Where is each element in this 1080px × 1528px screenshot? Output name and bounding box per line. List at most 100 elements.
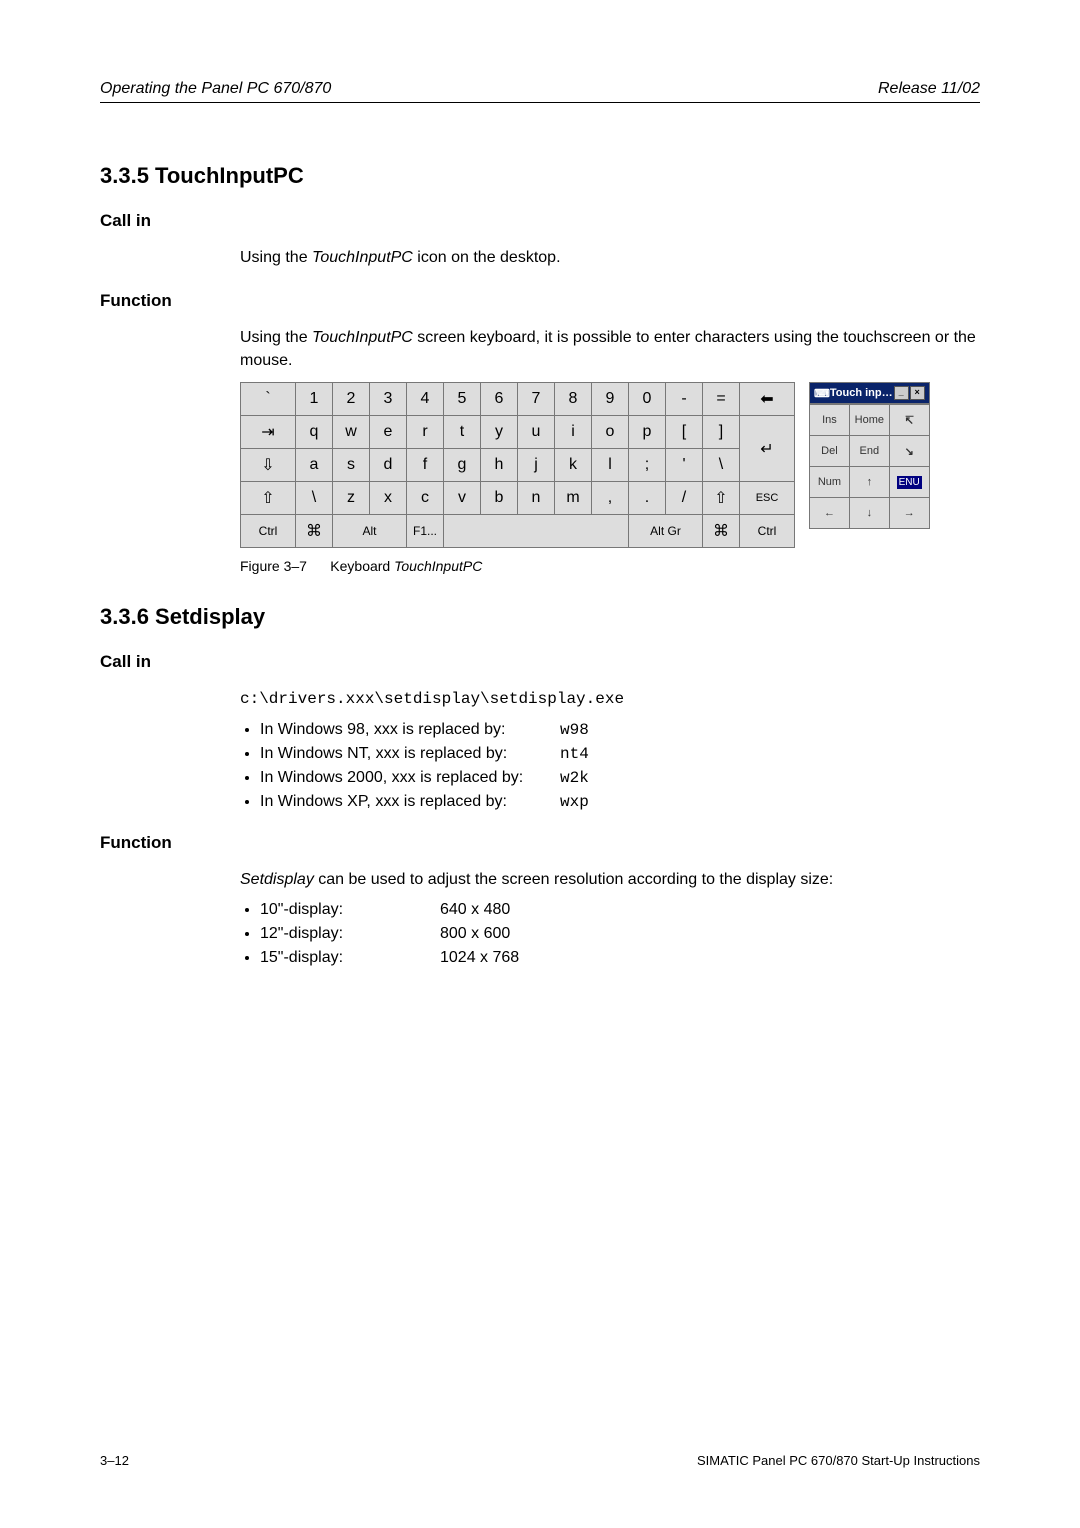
key[interactable]: h bbox=[481, 449, 518, 482]
key[interactable]: . bbox=[629, 482, 666, 515]
key[interactable]: i bbox=[555, 416, 592, 449]
key-space[interactable] bbox=[444, 515, 629, 548]
key[interactable]: 6 bbox=[481, 383, 518, 416]
li-val: 1024 x 768 bbox=[440, 949, 519, 967]
key[interactable]: ` bbox=[241, 383, 296, 416]
minimize-icon[interactable]: _ bbox=[894, 386, 909, 400]
kbd-row-1: ` 1 2 3 4 5 6 7 8 9 0 - = ⬅ bbox=[241, 383, 795, 416]
key-caps[interactable]: ⇩ bbox=[241, 449, 296, 482]
key[interactable]: g bbox=[444, 449, 481, 482]
aux-key[interactable]: Num bbox=[810, 467, 850, 498]
key[interactable]: p bbox=[629, 416, 666, 449]
key-win-l[interactable]: ⌘ bbox=[296, 515, 333, 548]
key-f1[interactable]: F1... bbox=[407, 515, 444, 548]
key-alt[interactable]: Alt bbox=[333, 515, 407, 548]
key[interactable]: u bbox=[518, 416, 555, 449]
key[interactable]: v bbox=[444, 482, 481, 515]
callin-em: TouchInputPC bbox=[312, 249, 413, 266]
key[interactable]: ] bbox=[703, 416, 740, 449]
function-heading-335: Function bbox=[100, 291, 980, 311]
header-right: Release 11/02 bbox=[878, 80, 980, 98]
aux-key[interactable]: ↘ bbox=[889, 436, 929, 467]
aux-key[interactable]: Del bbox=[810, 436, 850, 467]
key[interactable]: 7 bbox=[518, 383, 555, 416]
aux-key[interactable]: End bbox=[849, 436, 889, 467]
li-val: wxp bbox=[560, 793, 589, 811]
key[interactable]: n bbox=[518, 482, 555, 515]
aux-window-buttons: _× bbox=[893, 386, 925, 400]
key[interactable]: 9 bbox=[592, 383, 629, 416]
key-shift-l[interactable]: ⇧ bbox=[241, 482, 296, 515]
key-esc[interactable]: ESC bbox=[740, 482, 795, 515]
key[interactable]: \ bbox=[296, 482, 333, 515]
key[interactable]: t bbox=[444, 416, 481, 449]
li-val: w98 bbox=[560, 721, 589, 739]
li-label: In Windows NT, xxx is replaced by: bbox=[260, 745, 560, 763]
list-item: In Windows 98, xxx is replaced by:w98 bbox=[260, 721, 980, 739]
key[interactable]: 4 bbox=[407, 383, 444, 416]
key[interactable]: j bbox=[518, 449, 555, 482]
function-text-335: Using the TouchInputPC screen keyboard, … bbox=[240, 327, 980, 372]
display-size-list: 10"-display:640 x 480 12"-display:800 x … bbox=[240, 901, 980, 967]
key[interactable]: k bbox=[555, 449, 592, 482]
close-icon[interactable]: × bbox=[910, 386, 925, 400]
fig-num: Figure 3–7 bbox=[240, 558, 307, 574]
key[interactable]: 5 bbox=[444, 383, 481, 416]
list-item: In Windows NT, xxx is replaced by:nt4 bbox=[260, 745, 980, 763]
key[interactable]: / bbox=[666, 482, 703, 515]
key-altgr[interactable]: Alt Gr bbox=[629, 515, 703, 548]
key[interactable]: [ bbox=[666, 416, 703, 449]
fn336-em: Setdisplay bbox=[240, 871, 314, 888]
key[interactable]: m bbox=[555, 482, 592, 515]
fig-text: Keyboard bbox=[330, 558, 394, 574]
key[interactable]: , bbox=[592, 482, 629, 515]
key[interactable]: ; bbox=[629, 449, 666, 482]
key[interactable]: x bbox=[370, 482, 407, 515]
key[interactable]: 3 bbox=[370, 383, 407, 416]
key-ctrl-r[interactable]: Ctrl bbox=[740, 515, 795, 548]
key[interactable]: r bbox=[407, 416, 444, 449]
li-label: 12"-display: bbox=[260, 925, 440, 943]
key[interactable]: \ bbox=[703, 449, 740, 482]
aux-key[interactable]: Ins bbox=[810, 405, 850, 436]
aux-key-enu[interactable]: ENU bbox=[889, 467, 929, 498]
footer-left: 3–12 bbox=[100, 1453, 129, 1468]
key-backspace[interactable]: ⬅ bbox=[740, 383, 795, 416]
key[interactable]: 8 bbox=[555, 383, 592, 416]
key-tab[interactable]: ⇥ bbox=[241, 416, 296, 449]
li-val: nt4 bbox=[560, 745, 589, 763]
key[interactable]: ' bbox=[666, 449, 703, 482]
aux-key[interactable]: Home bbox=[849, 405, 889, 436]
key[interactable]: q bbox=[296, 416, 333, 449]
key[interactable]: - bbox=[666, 383, 703, 416]
key-enter[interactable]: ↵ bbox=[740, 416, 795, 482]
key[interactable]: z bbox=[333, 482, 370, 515]
key[interactable]: f bbox=[407, 449, 444, 482]
key[interactable]: e bbox=[370, 416, 407, 449]
section-335-title: 3.3.5 TouchInputPC bbox=[100, 163, 980, 189]
key[interactable]: b bbox=[481, 482, 518, 515]
key[interactable]: 1 bbox=[296, 383, 333, 416]
key[interactable]: y bbox=[481, 416, 518, 449]
key[interactable]: 0 bbox=[629, 383, 666, 416]
aux-key[interactable]: ↸ bbox=[889, 405, 929, 436]
aux-key[interactable]: → bbox=[889, 498, 929, 529]
aux-key[interactable]: ← bbox=[810, 498, 850, 529]
key[interactable]: d bbox=[370, 449, 407, 482]
key-win-r[interactable]: ⌘ bbox=[703, 515, 740, 548]
kbd-row-3: ⇩ a s d f g h j k l ; ' \ bbox=[241, 449, 795, 482]
li-label: In Windows XP, xxx is replaced by: bbox=[260, 793, 560, 811]
key[interactable]: a bbox=[296, 449, 333, 482]
key[interactable]: 2 bbox=[333, 383, 370, 416]
aux-key[interactable]: ↓ bbox=[849, 498, 889, 529]
key[interactable]: w bbox=[333, 416, 370, 449]
key[interactable]: s bbox=[333, 449, 370, 482]
main-keyboard: ` 1 2 3 4 5 6 7 8 9 0 - = ⬅ ⇥ q w e r bbox=[240, 382, 795, 548]
aux-key[interactable]: ↑ bbox=[849, 467, 889, 498]
key-shift-r[interactable]: ⇧ bbox=[703, 482, 740, 515]
key-ctrl-l[interactable]: Ctrl bbox=[241, 515, 296, 548]
key[interactable]: = bbox=[703, 383, 740, 416]
key[interactable]: l bbox=[592, 449, 629, 482]
key[interactable]: o bbox=[592, 416, 629, 449]
key[interactable]: c bbox=[407, 482, 444, 515]
